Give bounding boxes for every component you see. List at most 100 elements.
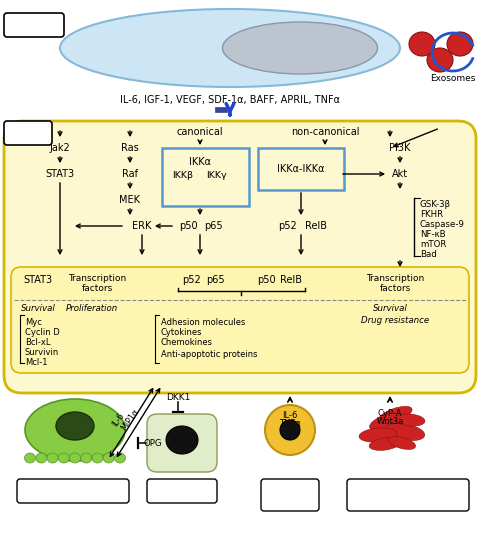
Ellipse shape [92, 453, 103, 463]
Text: Caspase-9: Caspase-9 [419, 220, 464, 229]
Text: Chemokines: Chemokines [161, 338, 212, 347]
Text: factors: factors [378, 283, 410, 293]
Text: IL-6, IGF-1, VEGF, SDF-1α, BAFF, APRIL, TNFα: IL-6, IGF-1, VEGF, SDF-1α, BAFF, APRIL, … [120, 95, 339, 105]
Text: DKK1: DKK1 [166, 393, 190, 403]
Text: TNFα: TNFα [278, 420, 300, 428]
Text: Myc: Myc [25, 318, 42, 327]
Text: p65: p65 [203, 221, 222, 231]
Text: Endothelial cells: Endothelial cells [373, 487, 441, 496]
Text: Mcl-1: Mcl-1 [25, 358, 47, 367]
Text: Bad: Bad [419, 250, 436, 259]
Text: mTOR: mTOR [419, 240, 445, 249]
Bar [214, 107, 227, 112]
Text: OPG: OPG [143, 438, 162, 448]
Text: p50: p50 [178, 221, 197, 231]
Ellipse shape [279, 420, 300, 440]
Text: IL-6: IL-6 [110, 411, 125, 428]
Ellipse shape [264, 405, 314, 455]
Ellipse shape [25, 453, 35, 463]
Bar [257, 148, 343, 190]
FancyBboxPatch shape [147, 479, 216, 503]
Text: Akt: Akt [391, 169, 407, 179]
Text: IKKα-IKKα: IKKα-IKKα [277, 164, 324, 174]
Text: Proliferation: Proliferation [66, 304, 118, 312]
FancyBboxPatch shape [4, 121, 52, 145]
Text: BMSC: BMSC [16, 20, 52, 30]
Text: STAT3: STAT3 [23, 275, 52, 285]
Text: osteoblast: osteoblast [158, 487, 205, 496]
Ellipse shape [36, 453, 46, 463]
Text: MIP1α: MIP1α [119, 408, 140, 432]
Ellipse shape [384, 424, 424, 441]
FancyBboxPatch shape [4, 13, 64, 37]
Ellipse shape [47, 453, 58, 463]
Text: p52: p52 [278, 221, 297, 231]
Text: RelB: RelB [304, 221, 326, 231]
Text: Exosomes: Exosomes [429, 74, 475, 82]
Text: ERK: ERK [132, 221, 151, 231]
Ellipse shape [69, 453, 80, 463]
Text: p52: p52 [182, 275, 201, 285]
Text: STAT3: STAT3 [45, 169, 75, 179]
Text: Jak2: Jak2 [49, 143, 70, 153]
Text: MM: MM [17, 128, 39, 138]
Text: Raf: Raf [122, 169, 138, 179]
Ellipse shape [446, 32, 472, 56]
Text: IKKγ: IKKγ [205, 170, 226, 179]
Text: IKKα: IKKα [189, 157, 211, 167]
Bar [162, 148, 248, 206]
Text: MDSC: MDSC [277, 496, 302, 504]
Ellipse shape [60, 9, 399, 87]
Text: Survival: Survival [372, 304, 407, 312]
Ellipse shape [103, 453, 114, 463]
Text: Wnt3a: Wnt3a [376, 417, 403, 426]
FancyBboxPatch shape [260, 479, 318, 511]
Text: p50: p50 [256, 275, 275, 285]
Text: Epithelial cells: Epithelial cells [377, 496, 438, 504]
Text: Survival: Survival [21, 304, 55, 312]
Ellipse shape [166, 426, 197, 454]
Ellipse shape [56, 412, 94, 440]
Text: osteoclast: osteoclast [50, 487, 96, 496]
Text: IL-6: IL-6 [281, 410, 297, 420]
Text: PI3K: PI3K [389, 143, 410, 153]
FancyBboxPatch shape [147, 414, 216, 472]
Text: pDC: pDC [280, 487, 299, 496]
Text: CyP-A: CyP-A [377, 409, 401, 417]
Ellipse shape [25, 399, 125, 461]
Ellipse shape [222, 22, 377, 74]
Text: Transcription: Transcription [365, 273, 423, 283]
Text: Cyclin D: Cyclin D [25, 328, 60, 337]
Ellipse shape [358, 428, 396, 442]
FancyBboxPatch shape [17, 479, 129, 503]
FancyBboxPatch shape [11, 267, 468, 373]
Text: Cytokines: Cytokines [161, 328, 202, 337]
Ellipse shape [394, 414, 424, 426]
Text: IKKβ: IKKβ [172, 170, 193, 179]
FancyBboxPatch shape [4, 121, 475, 393]
Text: non-canonical: non-canonical [290, 127, 359, 137]
Text: Transcription: Transcription [68, 273, 126, 283]
Ellipse shape [114, 453, 125, 463]
Text: Ras: Ras [121, 143, 138, 153]
Ellipse shape [58, 453, 69, 463]
Ellipse shape [408, 32, 434, 56]
Text: Survivin: Survivin [25, 348, 59, 357]
Text: RelB: RelB [279, 275, 302, 285]
Ellipse shape [368, 438, 400, 450]
Ellipse shape [388, 437, 415, 449]
Ellipse shape [426, 48, 452, 72]
Text: Bcl-xL: Bcl-xL [25, 338, 50, 347]
Text: p65: p65 [205, 275, 224, 285]
Text: Adhesion molecules: Adhesion molecules [161, 318, 245, 327]
Ellipse shape [369, 412, 409, 431]
Text: factors: factors [81, 283, 112, 293]
Text: Drug resistance: Drug resistance [360, 316, 428, 324]
FancyBboxPatch shape [346, 479, 468, 511]
Text: MEK: MEK [119, 195, 140, 205]
Text: NF-κB: NF-κB [419, 230, 445, 239]
Text: Anti-apoptotic proteins: Anti-apoptotic proteins [161, 350, 257, 359]
Text: canonical: canonical [176, 127, 223, 137]
Ellipse shape [377, 406, 411, 424]
Text: GSK-3β: GSK-3β [419, 200, 450, 209]
